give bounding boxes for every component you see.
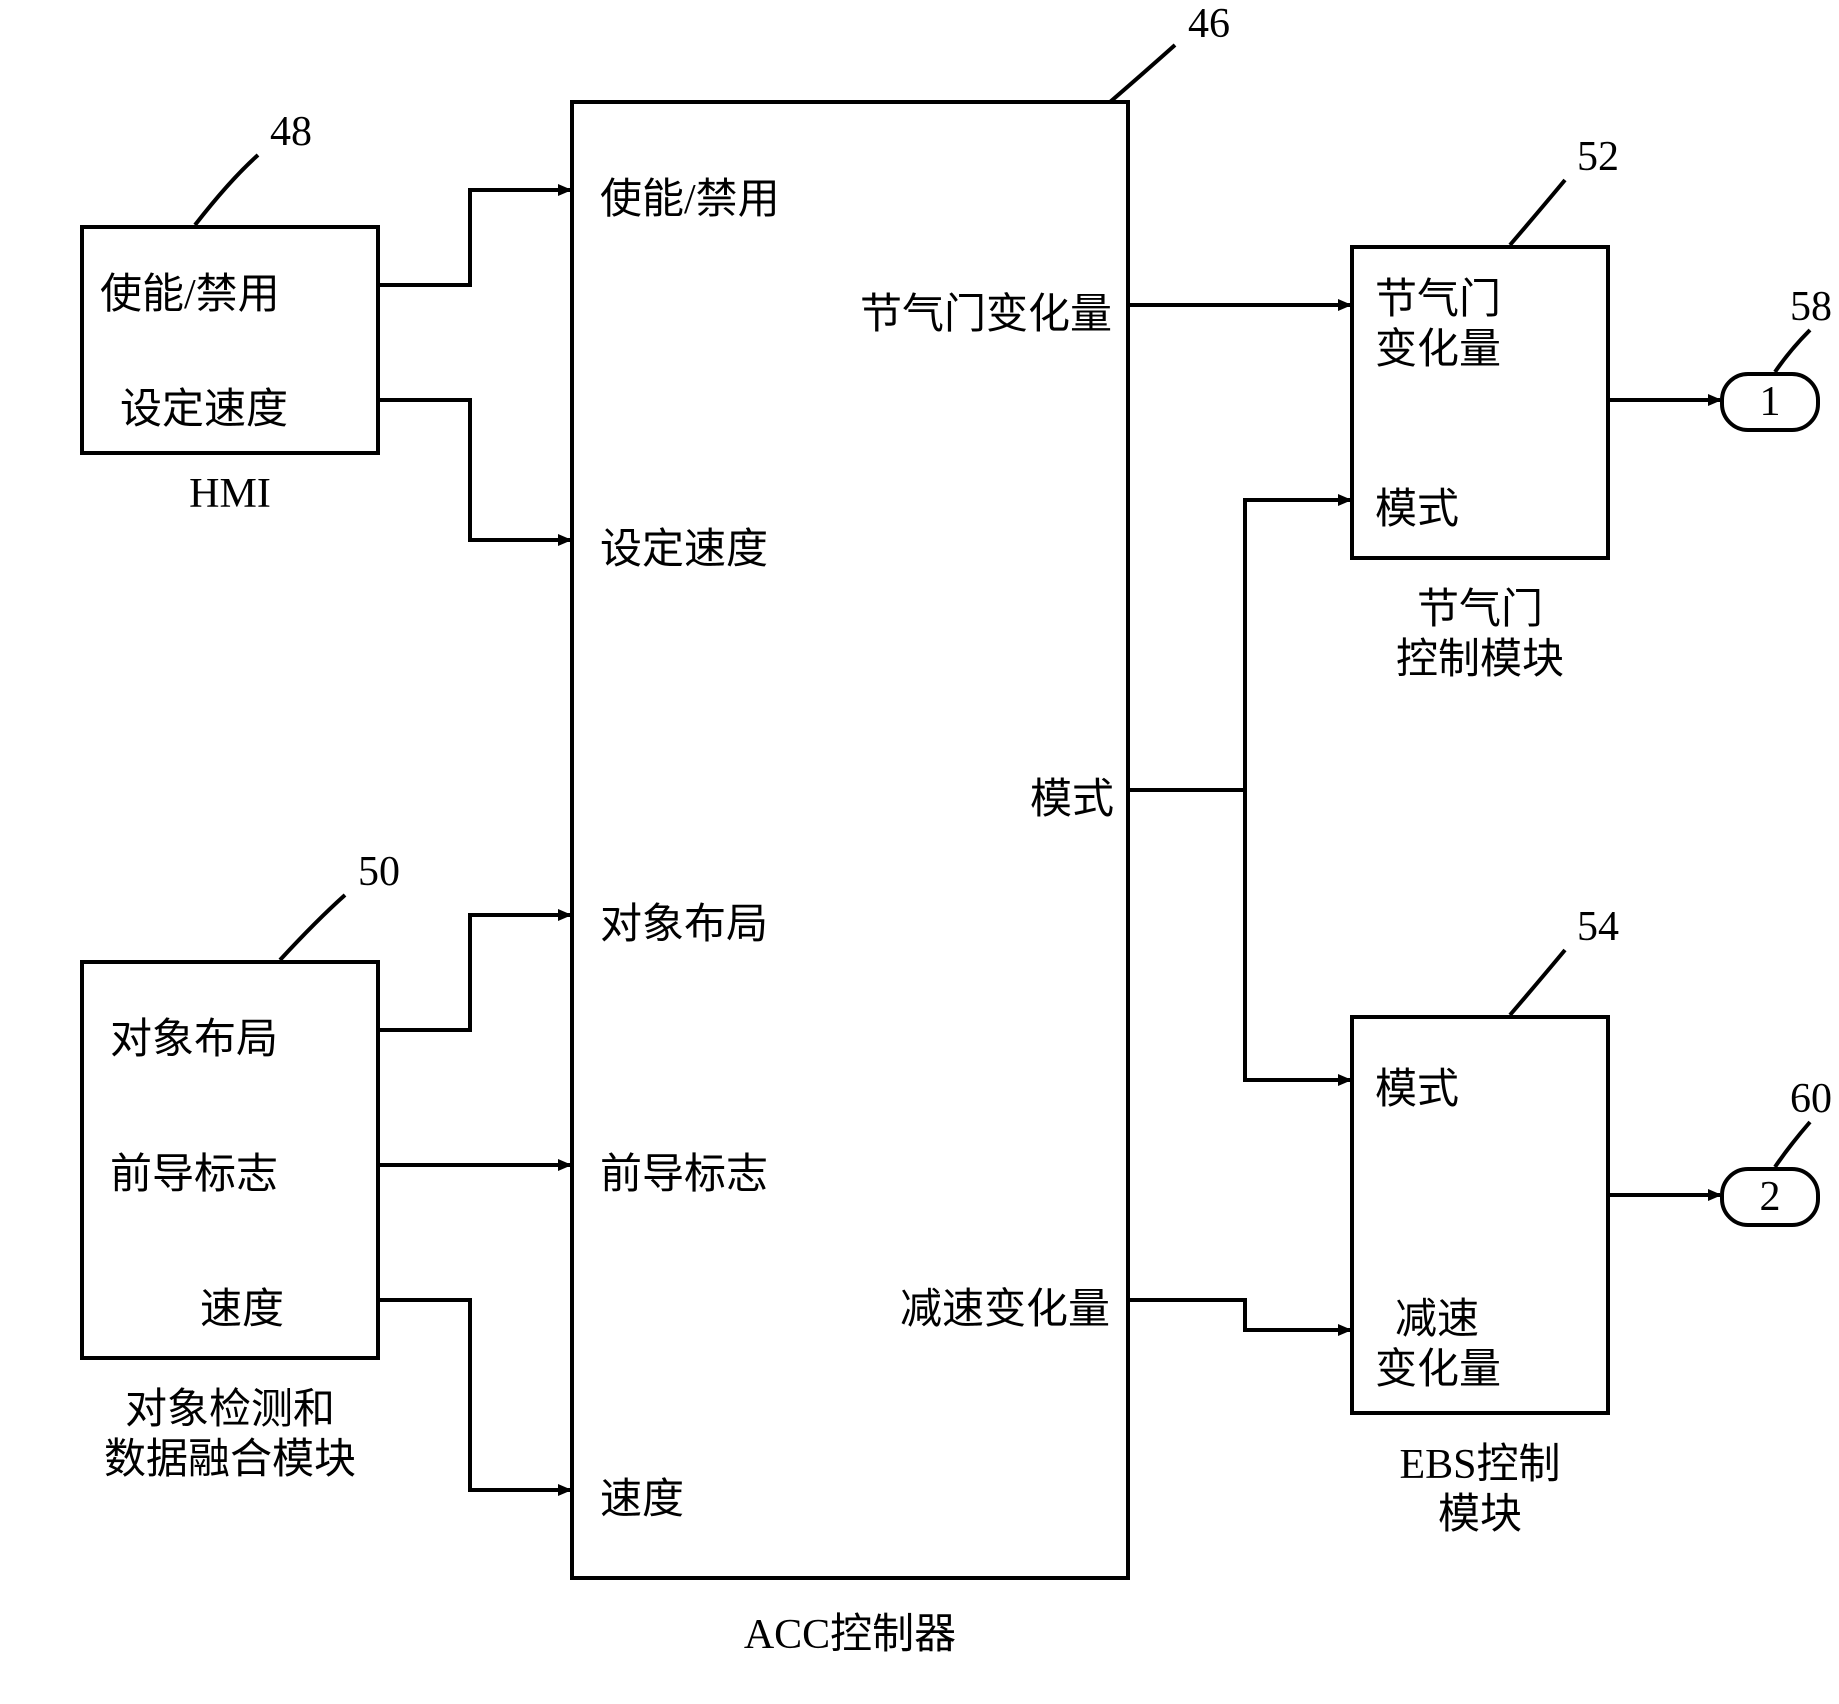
ebs-caption-2: 模块 [1350,1480,1610,1541]
edge-hmi-setspeed [380,400,570,540]
acc-in-setspeed: 设定速度 [600,515,768,576]
odf-out-layout: 对象布局 [110,1005,278,1066]
acc-out-deceldelta: 减速变化量 [900,1275,1110,1336]
ebs-ref: 54 [1577,903,1619,951]
diagram-canvas: 48 使能/禁用 设定速度 HMI 50 对象布局 前导标志 速度 对象检测和 … [0,0,1839,1704]
throttle-ref: 52 [1577,133,1619,181]
acc-in-leadflag: 前导标志 [600,1140,768,1201]
ebs-in-mode: 模式 [1375,1055,1459,1116]
acc-caption: ACC控制器 [570,1600,1130,1661]
terminal-2: 2 [1720,1167,1820,1227]
hmi-out-setspeed: 设定速度 [120,375,288,436]
hmi-ref: 48 [270,108,312,156]
edge-odf-layout [380,915,570,1030]
throttle-caption-2: 控制模块 [1350,625,1610,686]
acc-out-throttledelta: 节气门变化量 [860,280,1112,341]
acc-ref: 46 [1188,0,1230,48]
edge-acc-deceldelta [1130,1300,1350,1330]
terminal-1: 1 [1720,372,1820,432]
edge-acc-mode-throttle [1130,500,1350,790]
throttle-in-delta-2: 变化量 [1375,315,1501,376]
acc-in-speed: 速度 [600,1465,684,1526]
terminal-2-ref: 60 [1790,1075,1832,1123]
hmi-caption: HMI [80,470,380,518]
edge-acc-mode-ebs [1245,790,1350,1080]
edge-odf-speed [380,1300,570,1490]
edge-hmi-enable [380,190,570,285]
odf-out-leadflag: 前导标志 [110,1140,278,1201]
odf-caption-2: 数据融合模块 [80,1425,380,1486]
terminal-1-label: 1 [1760,378,1781,426]
terminal-2-label: 2 [1760,1173,1781,1221]
throttle-in-mode: 模式 [1375,475,1459,536]
terminal-1-ref: 58 [1790,283,1832,331]
hmi-out-enable: 使能/禁用 [100,260,280,321]
odf-out-speed: 速度 [200,1275,284,1336]
acc-out-mode: 模式 [1030,765,1114,826]
acc-in-layout: 对象布局 [600,890,768,951]
ebs-in-decel-2: 变化量 [1375,1335,1501,1396]
acc-in-enable: 使能/禁用 [600,165,780,226]
odf-ref: 50 [358,848,400,896]
